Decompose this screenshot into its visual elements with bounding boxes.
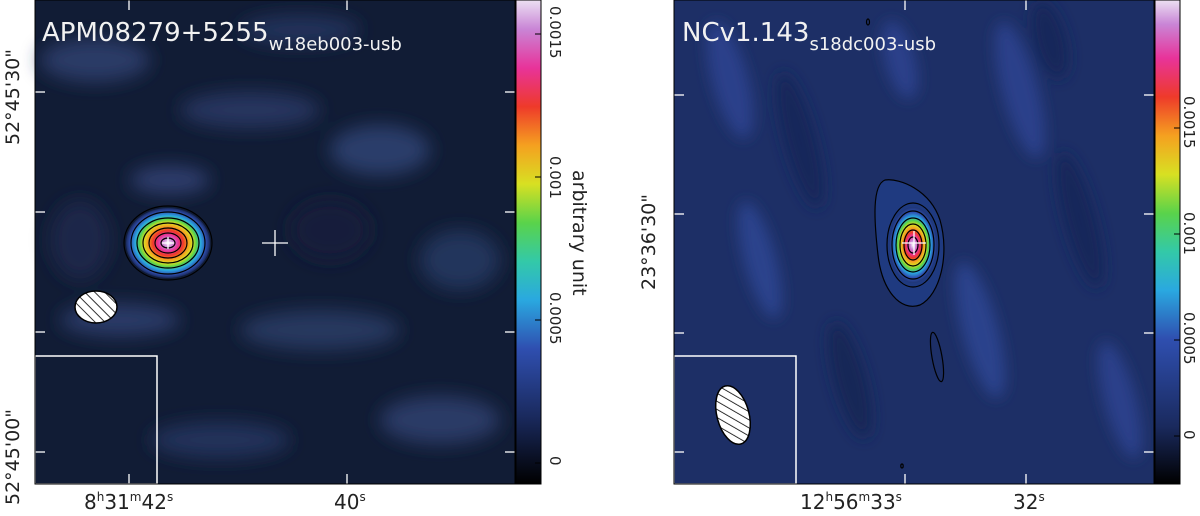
right-ytick-0: 23°36'30": [638, 194, 660, 290]
right-crosshair: [902, 231, 926, 255]
left-ytick-1: 52°45'00": [2, 409, 24, 505]
left-panel-title: APM08279+5255w18eb003-usb: [42, 18, 402, 55]
right-cbtick-1: 0.0005: [1180, 312, 1198, 365]
left-ytick-0: 52°45'30": [2, 49, 24, 145]
panel-apm08279: APM08279+5255w18eb003-usb 52°45'30" 52°4…: [2, 0, 590, 514]
right-title-sub: s18dc003-usb: [809, 34, 937, 55]
left-axis-ticks: [35, 0, 515, 484]
left-cbtick-0: 0: [546, 456, 564, 466]
left-title-sub: w18eb003-usb: [268, 34, 402, 55]
left-colorbar-ticks: [535, 33, 541, 464]
right-panel-title: NCv1.143s18dc003-usb: [682, 18, 936, 55]
left-colorbar-label: arbitrary unit: [568, 170, 590, 296]
right-xtick-0: 12h56m33s: [800, 490, 902, 514]
right-map-frame: [673, 0, 1155, 485]
left-colorbar: [515, 0, 542, 485]
left-cbtick-3: 0.0015: [546, 6, 564, 59]
left-crosshair: [262, 230, 288, 256]
right-cbtick-0: 0: [1180, 430, 1198, 440]
left-map-frame: [34, 0, 516, 485]
left-contours: [123, 205, 213, 281]
left-title-main: APM08279+5255: [42, 18, 269, 48]
right-title-main: NCv1.143: [682, 18, 810, 48]
panel-ncv1143: NCv1.143s18dc003-usb 23°36'30" 12h56m33s…: [600, 0, 1200, 516]
right-contours: [865, 18, 945, 469]
right-cbtick-2: 0.001: [1180, 212, 1198, 255]
right-map-svg: [673, 0, 1181, 485]
left-xtick-0: 8h31m42s: [84, 490, 174, 514]
right-xtick-1: 32s: [1013, 490, 1045, 514]
right-colorbar: [1154, 0, 1181, 485]
left-source-cross: [162, 237, 174, 249]
left-xtick-1: 40s: [334, 490, 366, 514]
right-beam-ellipse: [714, 384, 752, 446]
right-axis-ticks: [674, 0, 1154, 484]
left-beam-ellipse: [74, 290, 118, 324]
left-cbtick-2: 0.001: [546, 156, 564, 199]
right-cbtick-3: 0.0015: [1180, 96, 1198, 149]
right-colorbar-ticks: [1174, 127, 1180, 437]
right-noise: [706, 1, 1142, 459]
left-cbtick-1: 0.0005: [546, 292, 564, 345]
left-map-svg: [34, 0, 542, 485]
